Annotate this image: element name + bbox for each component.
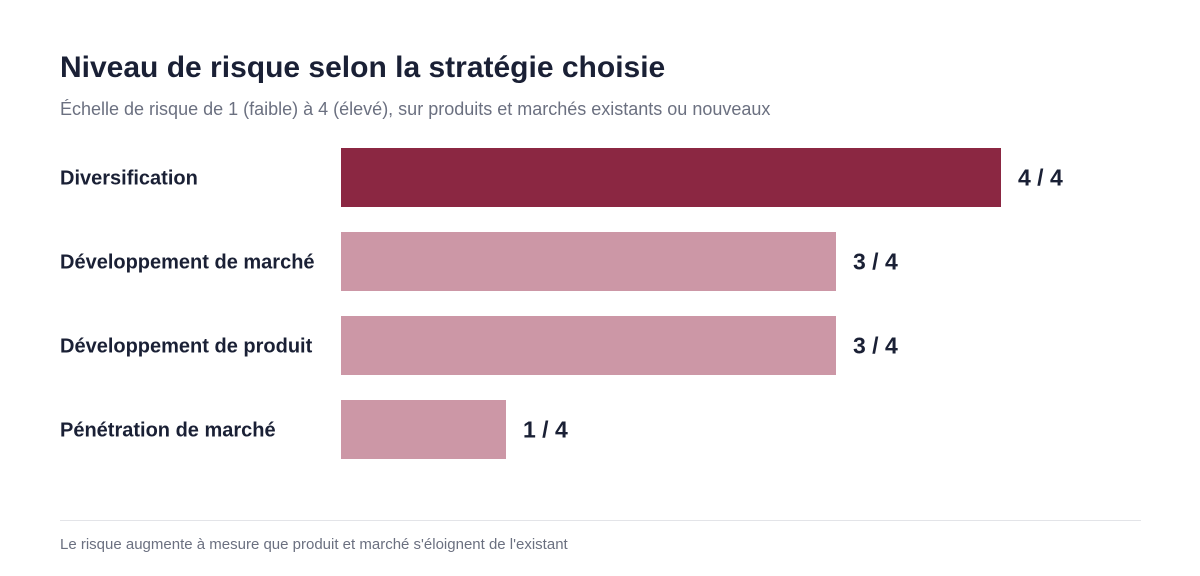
bar: [341, 316, 836, 375]
value-label: 3 / 4: [853, 249, 898, 275]
value-label: 4 / 4: [1018, 165, 1063, 191]
bar: [341, 232, 836, 291]
bar: [341, 148, 1001, 207]
chart-footnote: Le risque augmente à mesure que produit …: [60, 536, 568, 553]
bar-chart: Diversification 4 / 4 Développement de mar…: [60, 148, 1063, 459]
chart-title: Niveau de risque selon la stratégie choi…: [60, 51, 666, 84]
category-label: Pénétration de marché: [60, 420, 276, 442]
value-label: 3 / 4: [853, 333, 898, 359]
chart-subtitle: Échelle de risque de 1 (faible) à 4 (éle…: [60, 99, 771, 119]
value-label: 1 / 4: [523, 417, 568, 443]
footer-divider: [60, 520, 1141, 521]
category-label: Développement de produit: [60, 336, 313, 358]
category-label: Diversification: [60, 168, 198, 190]
bar: [341, 400, 506, 459]
category-label: Développement de marché: [60, 252, 315, 274]
